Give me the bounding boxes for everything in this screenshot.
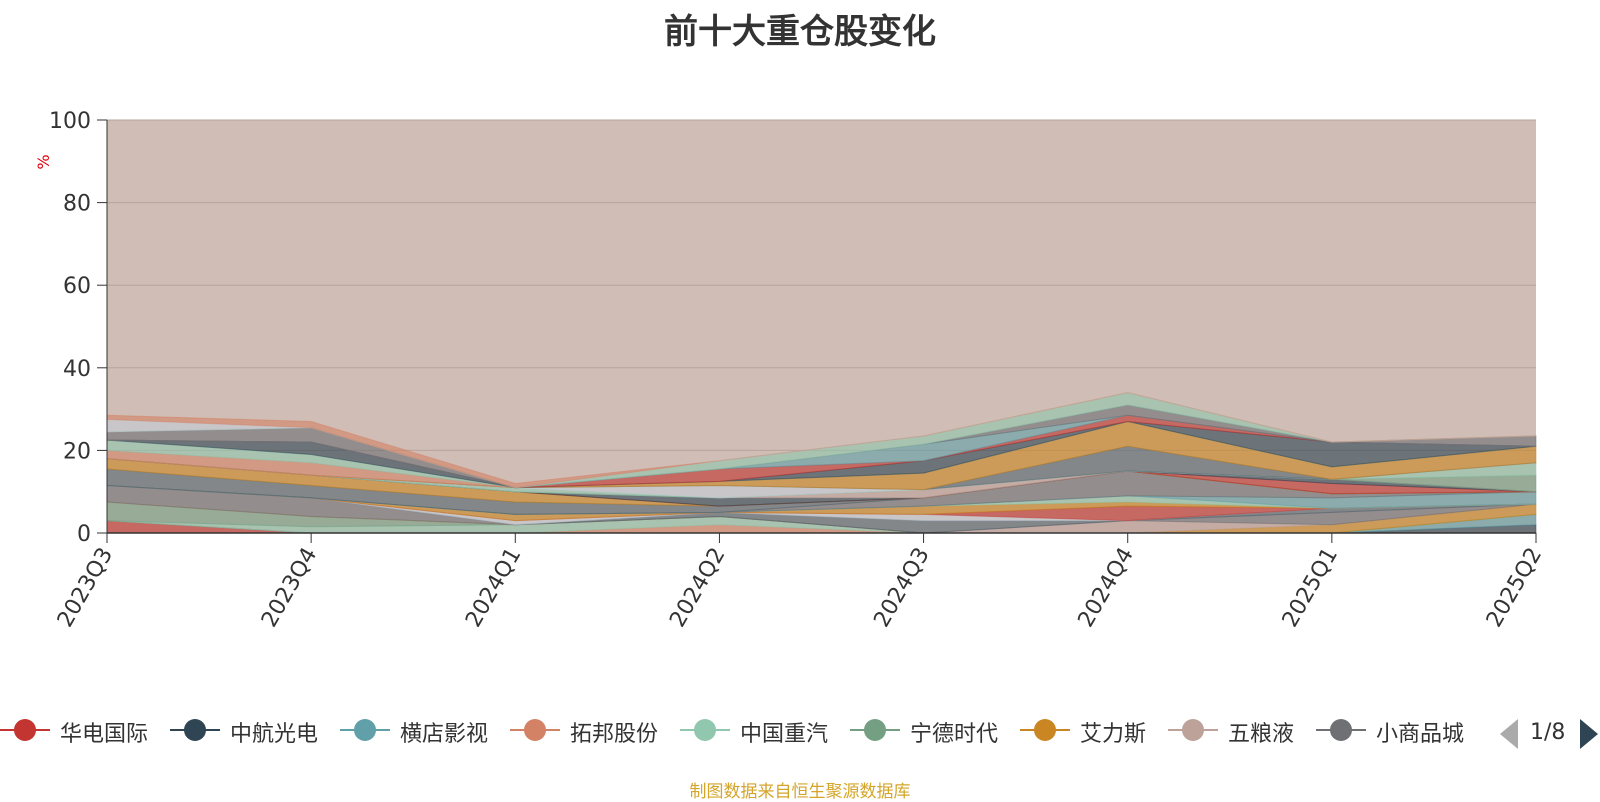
legend-item[interactable]: 横店影视 xyxy=(340,712,510,748)
source-note: 制图数据来自恒生聚源数据库 xyxy=(689,782,911,802)
legend-label: 中国重汽 xyxy=(740,722,829,747)
legend-marker-icon xyxy=(524,719,546,741)
legend-marker-icon xyxy=(864,719,886,741)
legend-marker-icon xyxy=(14,719,36,741)
legend-label: 华电国际 xyxy=(60,722,149,747)
legend-marker-icon xyxy=(1034,719,1056,741)
legend: 华电国际 中航光电 横店影视 拓邦股份 中国重汽 宁德时代 艾力斯 五粮液 小商品城 xyxy=(0,712,1480,748)
legend-label: 艾力斯 xyxy=(1080,722,1147,747)
x-tick-label: 2023Q3 xyxy=(53,544,118,632)
y-tick-label: 0 xyxy=(77,522,91,547)
legend-prev-page-icon[interactable] xyxy=(1500,719,1518,749)
legend-item[interactable]: 中国重汽 xyxy=(680,712,850,748)
legend-marker-icon xyxy=(1182,719,1204,741)
legend-item[interactable]: 小商品城 xyxy=(1316,712,1480,748)
legend-label: 拓邦股份 xyxy=(570,722,659,747)
area-series xyxy=(106,392,1537,489)
x-tick-label: 2023Q4 xyxy=(257,544,322,632)
y-tick-label: 40 xyxy=(63,357,91,382)
legend-item[interactable]: 宁德时代 xyxy=(850,712,1020,748)
legend-label: 五粮液 xyxy=(1228,722,1295,747)
x-tick-label: 2024Q3 xyxy=(869,544,934,632)
legend-page-indicator: 1/8 xyxy=(1530,720,1566,745)
legend-item[interactable]: 拓邦股份 xyxy=(510,712,680,748)
chart-title: 前十大重仓股变化 xyxy=(664,12,936,52)
x-tick-label: 2025Q1 xyxy=(1278,544,1343,632)
legend-item[interactable]: 艾力斯 xyxy=(1020,712,1168,748)
legend-marker-icon xyxy=(694,719,716,741)
x-tick-label: 2024Q2 xyxy=(665,544,730,632)
x-tick-label: 2025Q2 xyxy=(1482,544,1547,632)
y-tick-label: 60 xyxy=(63,274,91,299)
legend-label: 中航光电 xyxy=(230,722,319,747)
legend-marker-icon xyxy=(184,719,206,741)
legend-item[interactable]: 中航光电 xyxy=(170,712,340,748)
legend-item[interactable]: 五粮液 xyxy=(1168,712,1316,748)
x-tick-label: 2024Q4 xyxy=(1074,544,1139,632)
y-tick-label: 80 xyxy=(63,192,91,217)
x-tick-label: 2024Q1 xyxy=(461,544,526,632)
legend-marker-icon xyxy=(354,719,376,741)
legend-label: 宁德时代 xyxy=(910,722,999,747)
y-tick-label: 100 xyxy=(49,109,91,134)
legend-label: 横店影视 xyxy=(400,722,489,747)
legend-marker-icon xyxy=(1330,719,1352,741)
legend-next-page-icon[interactable] xyxy=(1580,719,1598,749)
y-tick-label: 20 xyxy=(63,439,91,464)
legend-label: 小商品城 xyxy=(1376,722,1465,747)
legend-item[interactable]: 华电国际 xyxy=(0,712,170,748)
y-axis-unit: % xyxy=(34,154,53,169)
